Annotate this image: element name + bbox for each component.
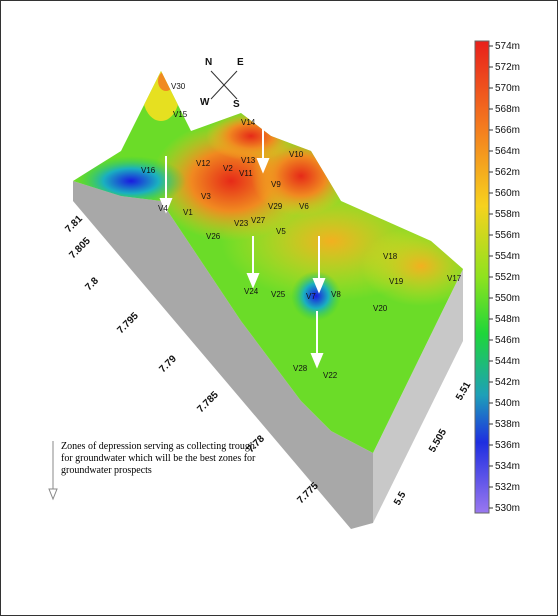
- colorbar-label: 562m: [495, 167, 520, 178]
- colorbar-label: 570m: [495, 83, 520, 94]
- colorbar-label: 564m: [495, 146, 520, 157]
- point-label: V19: [389, 277, 404, 286]
- axis-tick-label: 7.78: [245, 433, 267, 455]
- point-label: V11: [239, 169, 253, 178]
- point-label: V10: [289, 150, 304, 159]
- colorbar-label: 534m: [495, 461, 520, 472]
- point-label: V30: [171, 82, 186, 91]
- point-label: V3: [201, 192, 211, 201]
- axis-tick-label: 5.505: [427, 427, 449, 455]
- point-label: V2: [223, 164, 233, 173]
- point-label: V26: [206, 232, 221, 241]
- colorbar-label: 548m: [495, 314, 520, 325]
- axis-tick-label: 5.51: [454, 380, 473, 403]
- compass-label: W: [200, 97, 210, 108]
- colorbar-label: 542m: [495, 377, 520, 388]
- colorbar-label: 558m: [495, 209, 520, 220]
- colorbar-label: 536m: [495, 440, 520, 451]
- point-label: V28: [293, 364, 308, 373]
- point-label: V4: [158, 204, 168, 213]
- colorbar-label: 540m: [495, 398, 520, 409]
- point-label: V14: [241, 118, 256, 127]
- colorbar-label: 560m: [495, 188, 520, 199]
- axis-tick-label: 5.5: [392, 490, 409, 508]
- figure: N E W S Zones of depression serving as c…: [0, 0, 558, 616]
- colorbar-label: 544m: [495, 356, 520, 367]
- colorbar-label: 550m: [495, 293, 520, 304]
- colorbar-label: 566m: [495, 125, 520, 136]
- colorbar-label: 574m: [495, 41, 520, 52]
- point-label: V22: [323, 371, 338, 380]
- legend-text: Zones of depression serving as collectin…: [61, 441, 261, 477]
- point-label: V29: [268, 202, 283, 211]
- point-label: V25: [271, 290, 286, 299]
- colorbar-label: 546m: [495, 335, 520, 346]
- point-label: V16: [141, 166, 156, 175]
- point-label: V6: [299, 202, 309, 211]
- compass-label: S: [233, 99, 240, 110]
- colorbar-label: 530m: [495, 503, 520, 514]
- colorbar-label: 538m: [495, 419, 520, 430]
- point-label: V5: [276, 227, 286, 236]
- axis-tick-label: 7.805: [67, 235, 93, 261]
- colorbar: [475, 41, 489, 513]
- point-label: V23: [234, 219, 249, 228]
- compass: [211, 71, 237, 99]
- point-label: V1: [183, 208, 193, 217]
- compass-label: E: [237, 57, 244, 68]
- point-label: V9: [271, 180, 281, 189]
- colorbar-label: 552m: [495, 272, 520, 283]
- point-label: V7: [306, 292, 316, 301]
- compass-label: N: [205, 57, 212, 68]
- point-label: V13: [241, 156, 256, 165]
- axis-tick-label: 7.8: [83, 275, 101, 293]
- axis-tick-label: 7.81: [63, 213, 85, 235]
- point-label: V24: [244, 287, 259, 296]
- axis-tick-label: 7.785: [195, 389, 221, 415]
- point-label: V12: [196, 159, 211, 168]
- point-label: V15: [173, 110, 188, 119]
- colorbar-label: 554m: [495, 251, 520, 262]
- surface-map: N E W S Zones of depression serving as c…: [1, 1, 557, 615]
- axis-tick-label: 7.795: [115, 310, 141, 336]
- point-label: V17: [447, 274, 462, 283]
- point-label: V20: [373, 304, 388, 313]
- colorbar-label: 556m: [495, 230, 520, 241]
- colorbar-label: 568m: [495, 104, 520, 115]
- point-label: V18: [383, 252, 398, 261]
- point-label: V27: [251, 216, 266, 225]
- colorbar-label: 532m: [495, 482, 520, 493]
- point-label: V8: [331, 290, 341, 299]
- axis-tick-label: 7.79: [157, 353, 179, 375]
- legend-arrow: [49, 489, 57, 499]
- colorbar-label: 572m: [495, 62, 520, 73]
- legend: Zones of depression serving as collectin…: [61, 441, 261, 501]
